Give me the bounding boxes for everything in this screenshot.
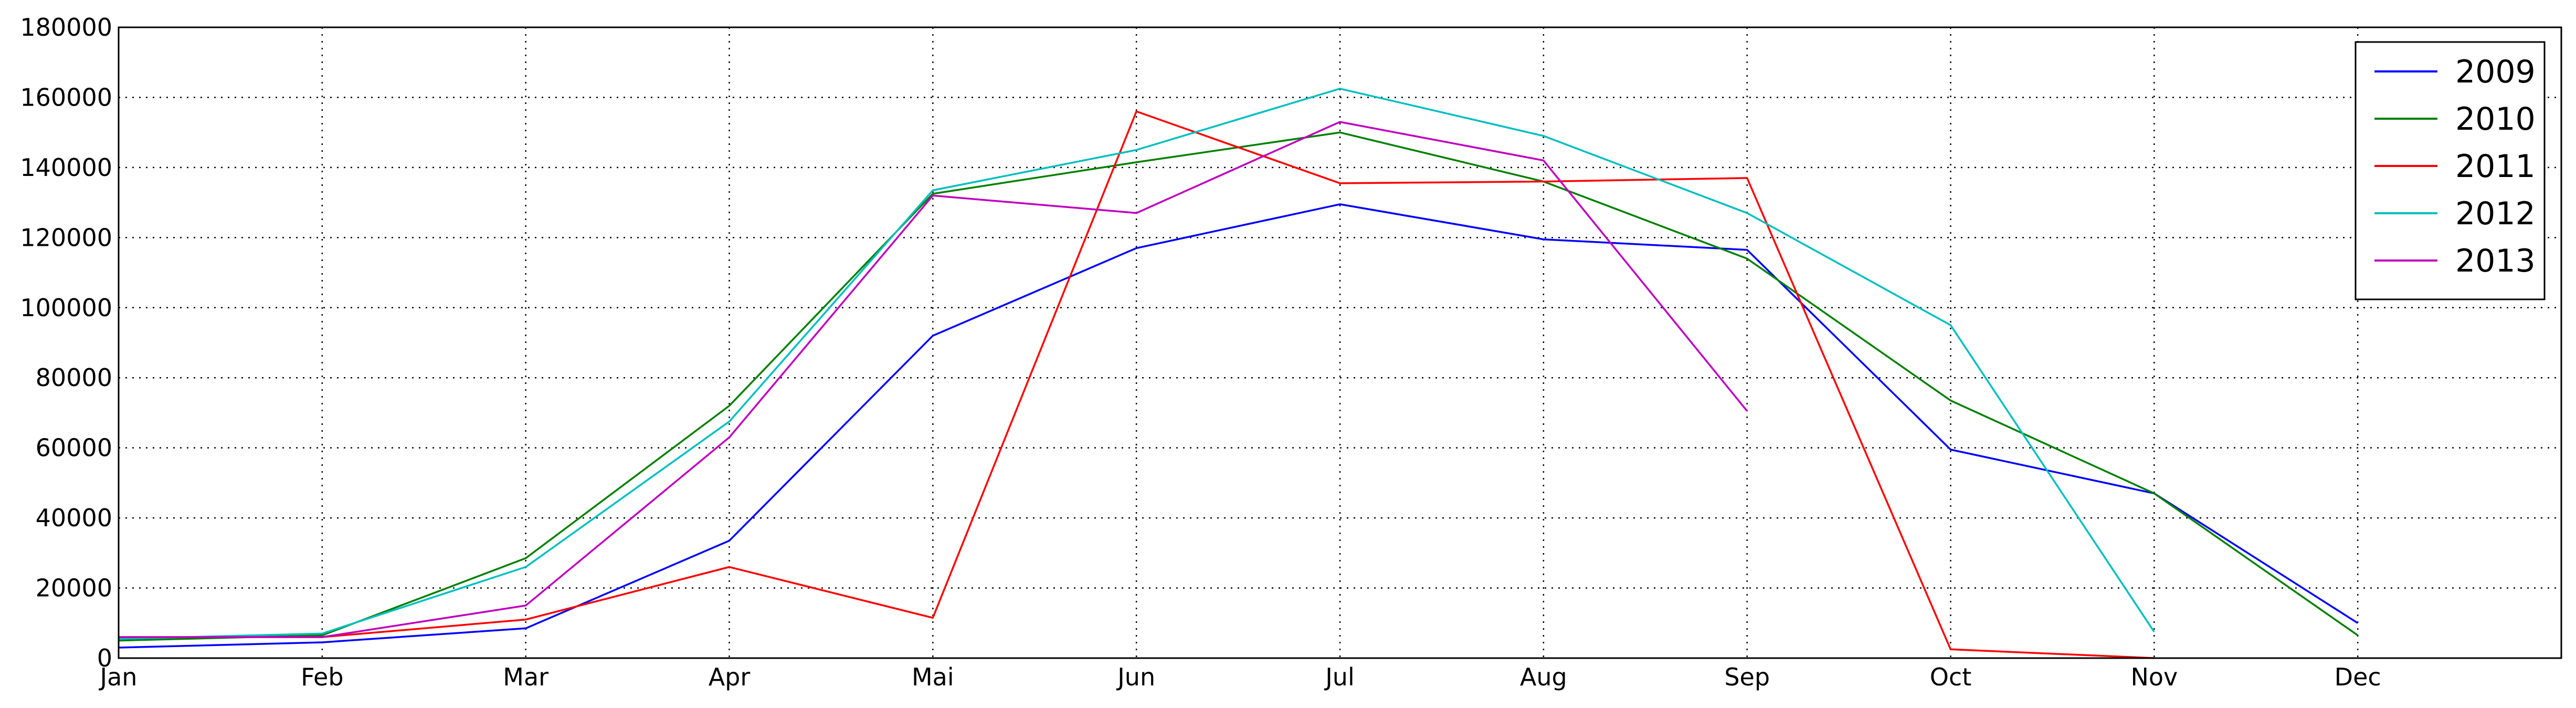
series-line-2009 — [118, 203, 2359, 649]
series-line-2013 — [119, 121, 1748, 638]
x-tick-label: Mar — [503, 663, 548, 691]
x-tick-label: Aug — [1520, 663, 1567, 691]
series-line-2010 — [118, 131, 2359, 642]
y-tick-label: 180000 — [20, 13, 112, 41]
series-line-2012 — [118, 88, 2155, 640]
legend-label: 2009 — [2455, 54, 2536, 90]
legend-label: 2012 — [2455, 195, 2536, 232]
x-axis-tick-labels: Jan Feb Mar Apr Mai Jun Jul Aug Sep Oct Nov Dec — [99, 663, 2381, 691]
x-tick-label: Apr — [709, 663, 751, 691]
x-tick-label: Oct — [1930, 663, 1972, 691]
y-tick-label: 140000 — [20, 153, 112, 182]
y-axis-tick-labels: 0 20000 40000 60000 80000 100000 120000 140000 1… — [20, 13, 112, 672]
y-tick-label: 20000 — [36, 574, 112, 602]
y-tick-label: 40000 — [36, 504, 112, 532]
x-tick-label: Nov — [2130, 663, 2178, 691]
x-tick-label: Mai — [912, 663, 954, 691]
series-line-2011 — [119, 110, 2155, 659]
y-tick-label: 80000 — [36, 363, 112, 392]
legend: 2009 2010 2011 2012 2013 — [2355, 41, 2546, 300]
legend-box — [2355, 41, 2546, 300]
y-tick-label: 160000 — [20, 83, 112, 111]
legend-label: 2010 — [2455, 101, 2536, 138]
x-tick-label: Dec — [2335, 663, 2381, 691]
plot-frame — [118, 26, 2562, 659]
x-tick-label: Feb — [301, 663, 343, 691]
grid-lines — [119, 27, 2561, 658]
y-tick-label: 100000 — [20, 294, 112, 322]
y-tick-label: 120000 — [20, 223, 112, 252]
y-tick-label: 0 — [97, 644, 112, 672]
legend-label: 2013 — [2455, 243, 2536, 279]
legend-label: 2011 — [2455, 148, 2536, 185]
series-lines — [118, 88, 2359, 659]
x-tick-label: Jan — [99, 663, 138, 691]
x-tick-label: Jul — [1324, 663, 1355, 691]
x-tick-label: Jun — [1116, 663, 1155, 691]
x-tick-label: Sep — [1724, 663, 1770, 691]
y-tick-label: 60000 — [36, 434, 112, 462]
